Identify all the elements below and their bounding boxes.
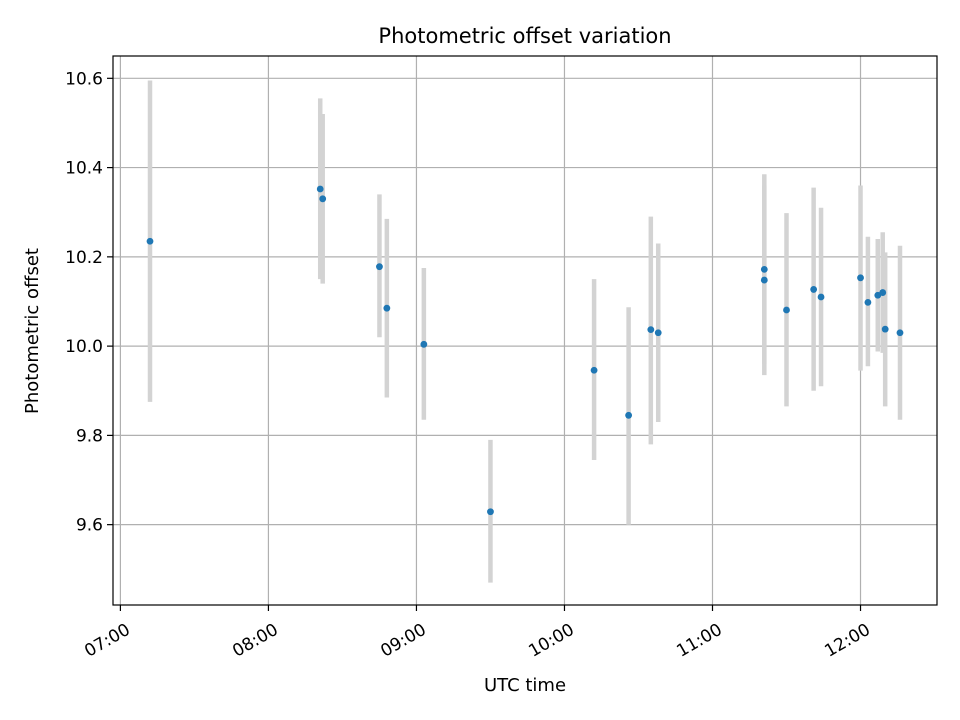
y-tick-label: 9.8 [76, 426, 103, 446]
data-point [383, 304, 391, 312]
x-tick-label: 08:00 [229, 620, 281, 662]
x-tick-label: 12:00 [821, 620, 873, 662]
y-tick-label: 10.6 [65, 69, 103, 89]
y-tick-label: 10.2 [65, 248, 103, 268]
data-point [487, 508, 494, 516]
data-point [376, 263, 383, 271]
ticks: 07:00 08:00 09:00 10:00 11:00 12:00 9.6 9.8 10.0… [65, 69, 874, 661]
y-tick-label: 10.0 [65, 337, 103, 357]
data-point [760, 276, 768, 284]
x-tick-label: 07:00 [81, 620, 133, 662]
x-tick-label: 10:00 [525, 620, 577, 662]
data-point [864, 298, 872, 306]
x-tick-label: 09:00 [377, 620, 429, 662]
error-bars [147, 80, 903, 583]
y-axis-label: Photometric offset [22, 248, 43, 414]
data-point [760, 265, 768, 273]
y-tick-label: 10.4 [65, 159, 103, 179]
data-points [146, 185, 904, 516]
data-point [896, 329, 904, 337]
data-point [879, 289, 887, 296]
y-tick-label: 9.6 [76, 516, 103, 536]
chart-title: Photometric offset variation [378, 24, 671, 48]
data-point [590, 366, 598, 374]
x-axis-label: UTC time [484, 675, 566, 696]
data-point [316, 185, 324, 193]
data-point [654, 329, 662, 337]
x-tick-label: 11:00 [673, 620, 725, 662]
data-point [783, 306, 790, 314]
data-point [810, 286, 818, 293]
data-point [647, 326, 655, 334]
data-point [857, 274, 864, 282]
data-point [881, 325, 889, 333]
data-point [817, 293, 825, 301]
data-point [625, 411, 633, 419]
data-point [420, 340, 428, 348]
data-point [319, 195, 327, 203]
data-point [146, 237, 154, 245]
plot-frame [112, 55, 938, 606]
